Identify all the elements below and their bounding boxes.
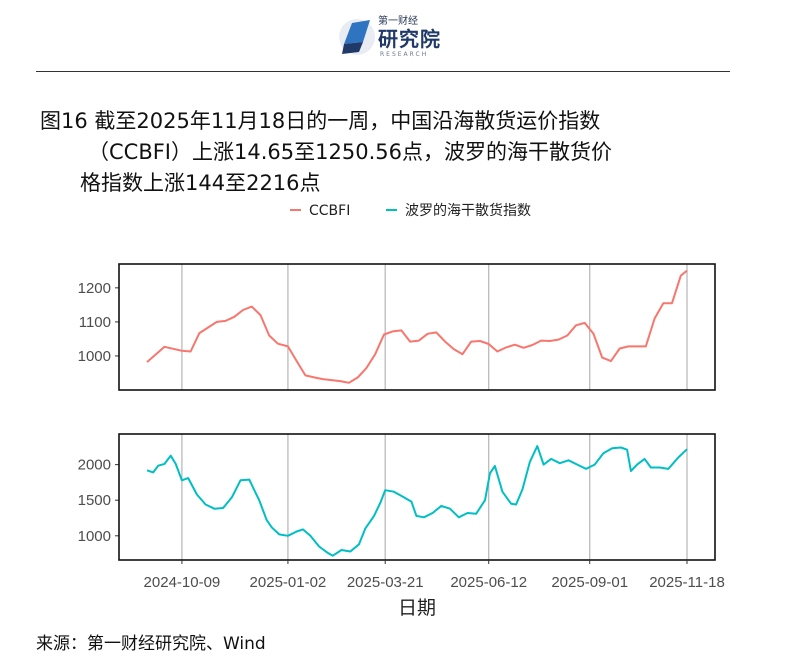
logo: 第一财经 研究院 RESEARCH xyxy=(338,14,448,60)
legend-label: CCBFI xyxy=(309,203,350,219)
y-tick-label: 1500 xyxy=(78,492,111,509)
series-line-ccbfi xyxy=(146,269,688,384)
chart-panels: 1000 1100 1200 1000 1500 2000 xyxy=(78,263,716,561)
chart-legend: CCBFI 波罗的海干散货指数 xyxy=(290,202,531,219)
title-line-2: （CCBFI）上涨14.65至1250.56点，波罗的海干散货价 xyxy=(88,140,612,164)
panel-background xyxy=(119,264,715,390)
logo-small-text: 第一财经 xyxy=(378,16,418,27)
legend-item: 波罗的海干散货指数 xyxy=(386,202,531,219)
x-tick-label: 2025-03-21 xyxy=(347,574,424,591)
chart-panel-bdi: 1000 1500 2000 xyxy=(78,433,716,561)
y-tick-label: 1100 xyxy=(79,314,111,331)
series-line-bdi xyxy=(146,445,688,557)
title-line-1: 图16 截至2025年11月18日的一周，中国沿海散货运价指数 xyxy=(40,109,601,133)
legend-item: CCBFI xyxy=(290,203,350,219)
x-tick-label: 2025-01-02 xyxy=(250,574,327,591)
figure-title: 图16 截至2025年11月18日的一周，中国沿海散货运价指数 （CCBFI）上… xyxy=(40,106,690,199)
x-tick-label: 2025-09-01 xyxy=(551,574,628,591)
panel-frame xyxy=(118,263,716,391)
x-tick-label: 2025-11-18 xyxy=(649,574,725,591)
x-axis: 2024-10-09 2025-01-02 2025-03-21 2025-06-12… xyxy=(144,560,725,619)
panel-background xyxy=(119,434,715,560)
y-tick-label: 1200 xyxy=(78,280,111,297)
source-note: 来源：第一财经研究院、Wind xyxy=(36,634,266,654)
logo-emblem-icon xyxy=(339,19,375,55)
x-axis-title: 日期 xyxy=(398,597,436,619)
y-tick-label: 2000 xyxy=(78,457,111,474)
logo-sub-text: RESEARCH xyxy=(380,51,429,58)
y-tick-label: 1000 xyxy=(78,528,111,545)
x-tick-label: 2025-06-12 xyxy=(450,574,527,591)
x-tick-label: 2024-10-09 xyxy=(144,574,221,591)
title-line-3: 格指数上涨144至2216点 xyxy=(80,171,321,195)
y-tick-label: 1000 xyxy=(78,348,111,365)
panel-frame xyxy=(118,433,716,561)
chart-panel-ccbfi: 1000 1100 1200 xyxy=(78,263,716,391)
logo-main-text: 研究院 xyxy=(378,27,441,51)
header-divider xyxy=(36,71,730,72)
legend-label: 波罗的海干散货指数 xyxy=(405,202,531,219)
